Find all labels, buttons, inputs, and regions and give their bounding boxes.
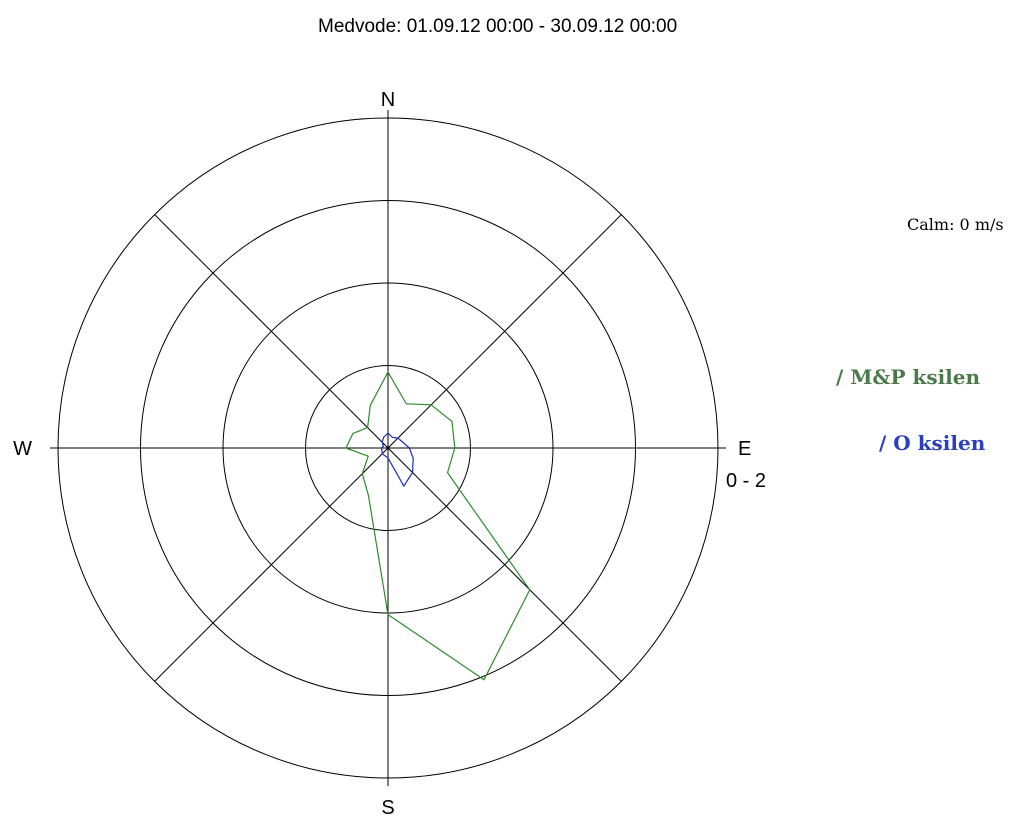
legend-item-mp-ksilen: / M&P ksilen [836, 365, 981, 389]
direction-label-w: W [13, 438, 32, 460]
chart-title-text: Medvode: 01.09.12 00:00 - 30.09.12 00:00 [318, 16, 678, 37]
legend-item-o-ksilen: / O ksilen [879, 431, 986, 455]
series-line-1 [345, 370, 531, 681]
calm-label: Calm: 0 m/s [907, 215, 1004, 234]
direction-label-n: N [381, 89, 395, 111]
direction-label-s: S [381, 797, 394, 819]
range-label: 0 - 2 [726, 470, 766, 492]
axis-ne-sw [154, 214, 622, 682]
series-line-2 [380, 432, 414, 488]
direction-label-e: E [738, 438, 751, 460]
